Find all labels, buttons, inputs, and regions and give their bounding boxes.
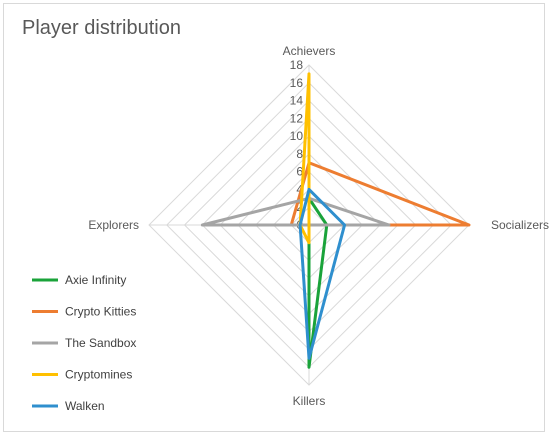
radar-axis-labels: Achievers Socializers Killers Explorers bbox=[88, 44, 549, 408]
tick-label: 16 bbox=[290, 76, 304, 90]
tick-label: 4 bbox=[296, 182, 303, 196]
legend-label: Cryptomines bbox=[65, 368, 132, 382]
legend-label: Crypto Kitties bbox=[65, 305, 136, 319]
axis-label-achievers: Achievers bbox=[283, 44, 336, 58]
legend-label: Axie Infinity bbox=[65, 273, 126, 287]
chart-title: Player distribution bbox=[22, 17, 181, 39]
tick-label: 18 bbox=[290, 58, 304, 72]
radar-series-group bbox=[200, 72, 471, 369]
tick-label: 12 bbox=[290, 111, 304, 125]
axis-label-explorers: Explorers bbox=[88, 218, 139, 232]
tick-label: 6 bbox=[296, 165, 303, 179]
tick-label: 14 bbox=[290, 94, 304, 108]
axis-label-socializers: Socializers bbox=[491, 218, 549, 232]
chart-frame bbox=[3, 3, 545, 432]
legend-label: The Sandbox bbox=[65, 336, 136, 350]
series-cryptomines bbox=[298, 72, 311, 245]
series-walken bbox=[298, 187, 347, 360]
legend-label: Walken bbox=[65, 399, 105, 413]
tick-label: 8 bbox=[296, 147, 303, 161]
chart-legend: Axie Infinity Crypto Kitties The Sandbox Cr… bbox=[32, 273, 136, 413]
axis-label-killers: Killers bbox=[293, 394, 326, 408]
tick-label: 10 bbox=[290, 129, 304, 143]
